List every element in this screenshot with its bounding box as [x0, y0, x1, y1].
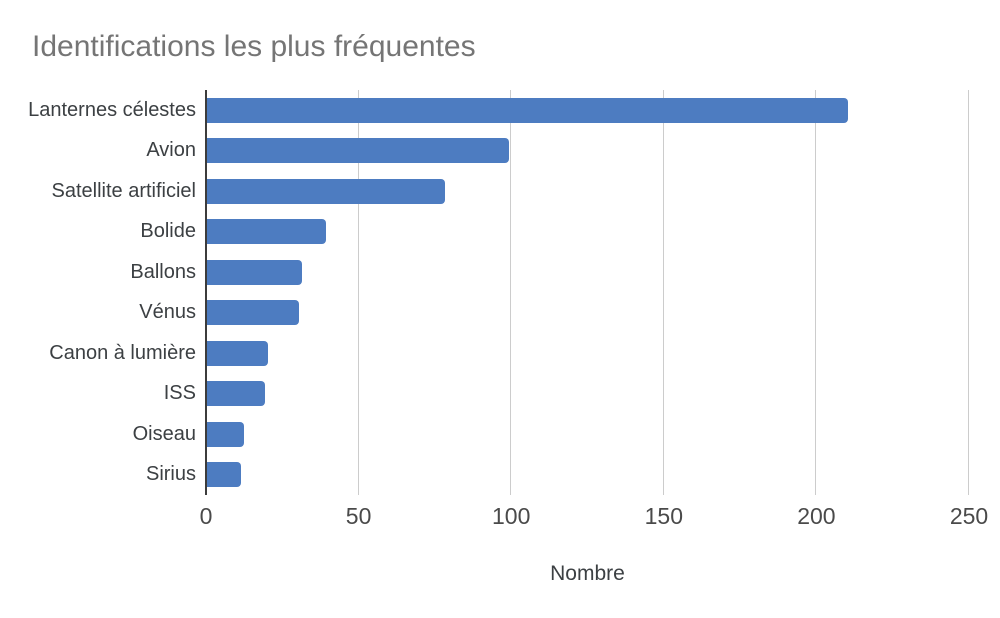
bar-row: Lanternes célestes [0, 90, 969, 131]
x-tick-label: 0 [199, 503, 213, 529]
x-axis-title: Nombre [550, 562, 625, 585]
bar-row: Oiseau [0, 414, 969, 455]
x-tick-label: 100 [492, 503, 531, 529]
bar-satellite-artificiel[interactable] [207, 178, 446, 204]
category-label: Vénus [139, 301, 196, 324]
category-label: ISS [163, 382, 196, 405]
bar-ballons[interactable] [207, 259, 302, 285]
category-label: Sirius [145, 463, 196, 486]
bar-sirius[interactable] [207, 462, 241, 488]
category-label: Satellite artificiel [51, 179, 196, 202]
gridline-x-150 [663, 90, 664, 495]
category-label: Lanternes célestes [28, 98, 196, 121]
x-tick-label: 250 [949, 503, 989, 529]
x-tick-label: 50 [345, 503, 372, 529]
bar-canon-à-lumière[interactable] [207, 340, 268, 366]
bar-row: Ballons [0, 252, 969, 293]
gridline-x-100 [510, 90, 511, 495]
bar-avion[interactable] [207, 138, 510, 164]
bar-row: Avion [0, 131, 969, 172]
category-label: Bolide [140, 220, 196, 243]
bar-row: Satellite artificiel [0, 171, 969, 212]
chart-title: Identifications les plus fréquentes [32, 30, 476, 63]
bar-oiseau[interactable] [207, 421, 244, 447]
bar-vénus[interactable] [207, 300, 299, 326]
gridline-x-250 [968, 90, 969, 495]
category-label: Canon à lumière [49, 341, 196, 364]
bar-rows: Lanternes célestes Avion Satellite artific… [0, 90, 969, 495]
x-tick-label: 150 [644, 503, 683, 529]
bar-row: Vénus [0, 293, 969, 334]
plot-area [206, 90, 969, 495]
category-label: Ballons [130, 260, 196, 283]
bar-row: Bolide [0, 212, 969, 253]
category-label: Avion [146, 139, 196, 162]
bar-row: Sirius [0, 455, 969, 496]
gridline-x-50 [358, 90, 359, 495]
bar-bolide[interactable] [207, 219, 326, 245]
y-axis-line [205, 90, 207, 495]
bar-row: Canon à lumière [0, 333, 969, 374]
bar-lanternes-célestes[interactable] [207, 97, 848, 123]
bar-row: ISS [0, 374, 969, 415]
x-tick-label: 200 [797, 503, 836, 529]
category-label: Oiseau [132, 422, 196, 445]
x-axis-ticks: 0 50 100 150 200 250 [0, 503, 1000, 531]
gridline-x-200 [815, 90, 816, 495]
bar-iss[interactable] [207, 381, 265, 407]
